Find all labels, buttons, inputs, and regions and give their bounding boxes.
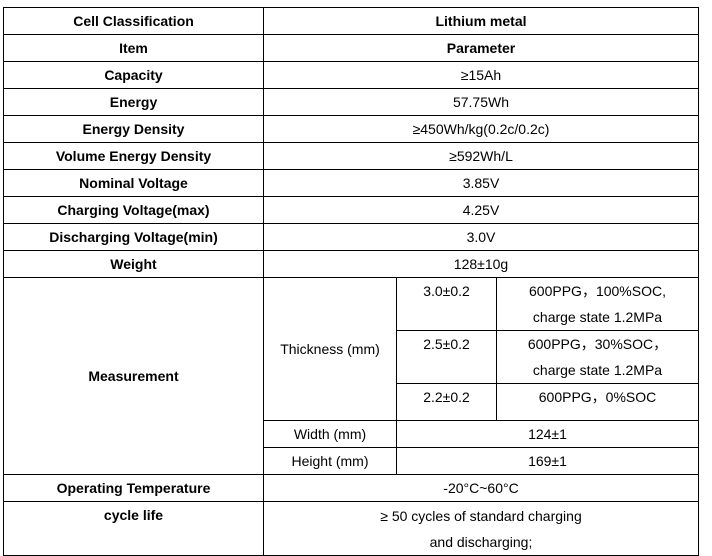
cell-line: charge state 1.2MPa [532,362,663,378]
sub-label-cell: Width (mm) [263,420,397,448]
header-cell: Cell Classification [3,7,264,35]
value-cell: 57.75Wh [263,88,699,116]
value-cell: 2.2±0.2 [396,383,497,421]
label-cell: Measurement [3,277,264,475]
table-row: Volume Energy Density ≥592Wh/L [3,142,699,170]
table-row: 2.2±0.2 600PPG，0%SOC [4,383,699,421]
condition-cell: 600PPG，0%SOC [496,383,699,421]
value-cell: 3.0V [263,223,699,251]
label-cell: Capacity [3,61,264,89]
label-cell: Weight [3,250,264,278]
condition-cell: 600PPG，30%SOC， charge state 1.2MPa [496,330,699,384]
value-cell: 3.85V [263,169,699,197]
header-cell: Item [3,34,264,62]
table-row: Energy Density ≥450Wh/kg(0.2c/0.2c) [3,115,699,143]
sub-label-cell: Thickness (mm) [263,277,397,421]
sub-label-cell: Height (mm) [263,447,397,475]
value-cell: 3.0±0.2 [396,277,497,331]
label-cell: Nominal Voltage [3,169,264,197]
header-cell: Lithium metal [263,7,699,35]
table-row: Measurement Thickness (mm) 3.0±0.2 600PPG，1… [3,277,699,475]
table-row: 2.5±0.2 600PPG，30%SOC， charge state 1.2MPa [4,330,699,384]
value-cell: 2.5±0.2 [396,330,497,384]
label-cell: Volume Energy Density [3,142,264,170]
cell-line: and discharging; [429,533,533,550]
value-cell: ≥ 50 cycles of standard charging and disc… [263,501,699,556]
cell-line: -20°C~60°C [443,480,519,496]
value-cell: -20°C~60°C [263,474,699,502]
table-row: Item Parameter [3,34,699,62]
cell-line: charge state 1.2MPa [532,309,663,325]
table-row: Operating Temperature -20°C~60°C [3,474,699,502]
label-cell: Charging Voltage(max) [3,196,264,224]
value-cell: 4.25V [263,196,699,224]
cell-line: 600PPG，100%SOC, [529,283,666,299]
spec-table: Cell Classification Lithium metal Item Para… [3,7,699,556]
cell-line: 600PPG，0%SOC [538,389,657,405]
value-cell: ≥592Wh/L [263,142,699,170]
header-cell: Parameter [263,34,699,62]
value-cell: 169±1 [396,447,699,475]
value-cell: ≥15Ah [263,61,699,89]
table-row: Weight 128±10g [3,250,699,278]
table-row: Discharging Voltage(min) 3.0V [3,223,699,251]
table-row: cycle life ≥ 50 cycles of standard chargi… [3,501,699,556]
label-cell: cycle life [3,501,264,556]
table-row: Capacity ≥15Ah [3,61,699,89]
table-row: Height (mm) 169±1 [4,447,699,475]
value-cell: 128±10g [263,250,699,278]
table-row: Charging Voltage(max) 4.25V [3,196,699,224]
label-cell: Discharging Voltage(min) [3,223,264,251]
table-row: Cell Classification Lithium metal [3,7,699,35]
value-cell: 124±1 [396,420,699,448]
label-cell: Operating Temperature [3,474,264,502]
condition-cell: 600PPG，100%SOC, charge state 1.2MPa [496,277,699,331]
table-row: Energy 57.75Wh [3,88,699,116]
table-row: Nominal Voltage 3.85V [3,169,699,197]
label-cell: Energy Density [3,115,264,143]
value-cell: ≥450Wh/kg(0.2c/0.2c) [263,115,699,143]
label-cell: Energy [3,88,264,116]
cell-line: ≥ 50 cycles of standard charging [380,507,582,524]
cell-line: 600PPG，30%SOC， [527,336,668,352]
